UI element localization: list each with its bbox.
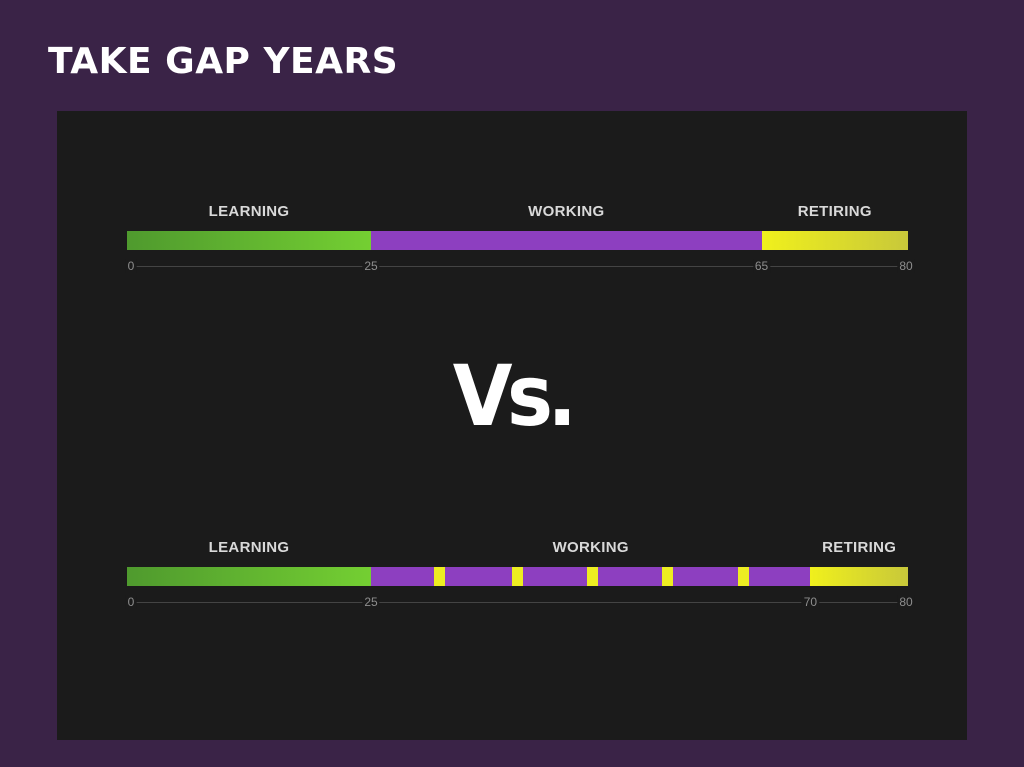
retiring-segment bbox=[761, 231, 908, 250]
tick-label: 80 bbox=[897, 595, 915, 609]
gap-year-marker bbox=[587, 567, 599, 586]
tick-label: 25 bbox=[362, 259, 380, 273]
label-working: WORKING bbox=[552, 539, 629, 556]
slide-title: TAKE GAP YEARS bbox=[48, 41, 399, 82]
learning-segment bbox=[127, 231, 372, 250]
timeline-with-gap-years: LEARNING WORKING RETIRING 0 25 70 80 bbox=[125, 537, 915, 627]
tick-label: 25 bbox=[362, 595, 380, 609]
tick-label: 65 bbox=[752, 259, 771, 273]
age-axis-line bbox=[127, 602, 908, 603]
age-axis-line bbox=[127, 266, 908, 267]
gap-year-marker bbox=[512, 567, 523, 586]
gap-year-marker bbox=[433, 567, 445, 586]
life-bar bbox=[127, 567, 908, 586]
label-learning: LEARNING bbox=[208, 203, 290, 220]
life-bar bbox=[127, 231, 908, 250]
diagram-panel: LEARNING WORKING RETIRING 0 25 65 80 Vs.… bbox=[57, 111, 967, 740]
gap-year-marker bbox=[662, 567, 674, 586]
versus-text: Vs. bbox=[452, 347, 577, 445]
working-segment bbox=[371, 231, 762, 250]
retiring-segment bbox=[810, 567, 908, 586]
gap-year-marker bbox=[737, 567, 749, 586]
tick-label: 80 bbox=[897, 259, 915, 273]
label-working: WORKING bbox=[528, 203, 605, 220]
learning-segment bbox=[127, 567, 372, 586]
tick-label: 0 bbox=[125, 595, 137, 609]
tick-label: 70 bbox=[801, 595, 820, 609]
timeline-traditional: LEARNING WORKING RETIRING 0 25 65 80 bbox=[125, 201, 915, 291]
tick-label: 0 bbox=[125, 259, 137, 273]
label-retiring: RETIRING bbox=[822, 539, 897, 556]
label-learning: LEARNING bbox=[208, 539, 290, 556]
label-retiring: RETIRING bbox=[797, 203, 872, 220]
